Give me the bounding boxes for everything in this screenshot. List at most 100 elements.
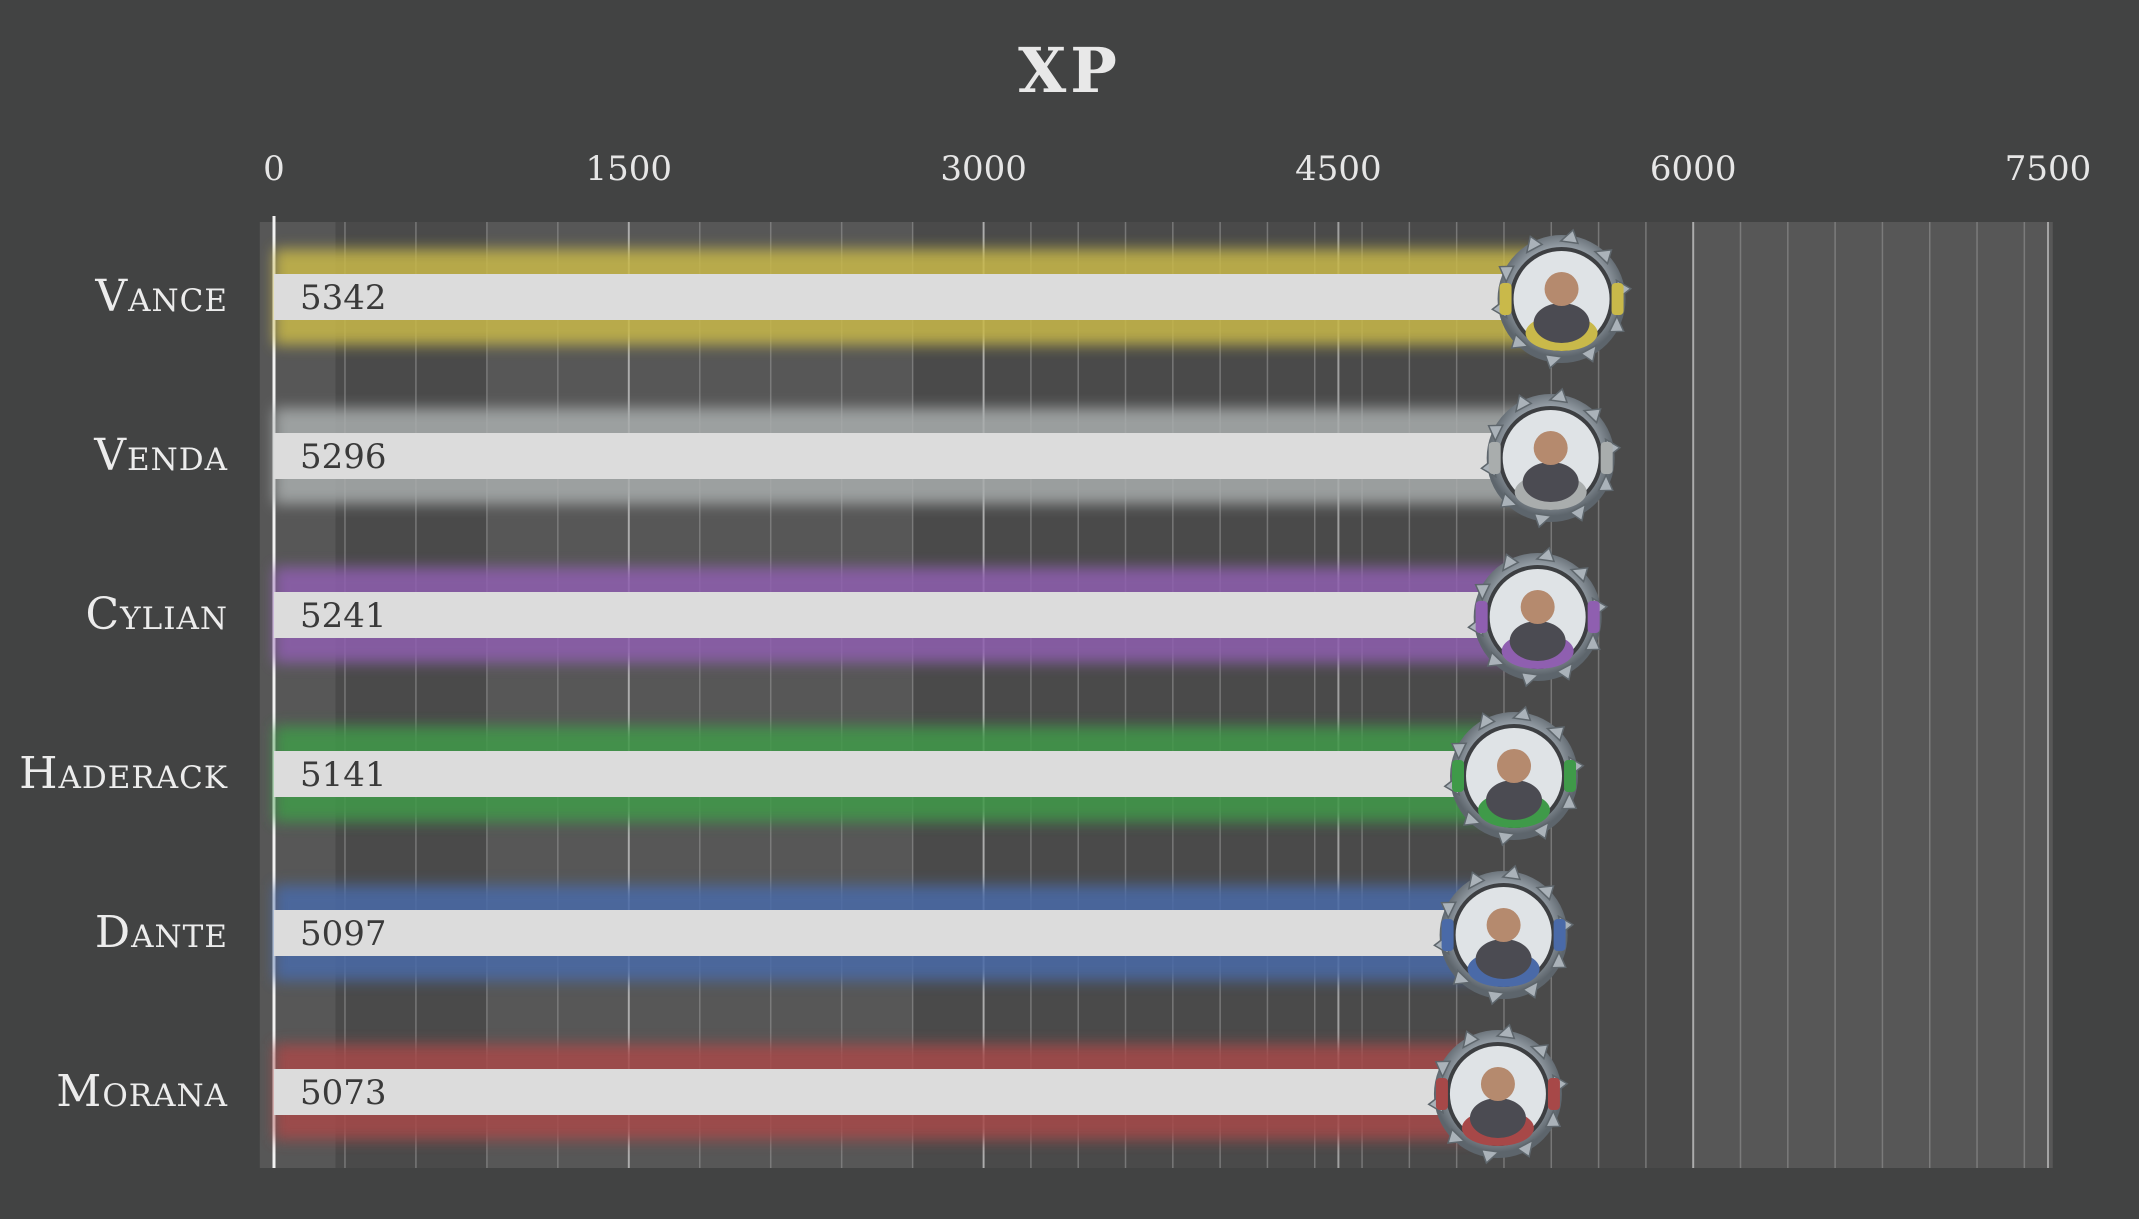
- portrait-frame-spike: [1555, 662, 1574, 681]
- xp-bar: [274, 274, 1538, 320]
- portrait-band-right: [1564, 760, 1577, 792]
- portrait-band-right: [1553, 919, 1566, 951]
- portrait-body: [1509, 621, 1566, 661]
- portrait-body: [1475, 939, 1532, 979]
- bar-value-label: 5241: [300, 596, 387, 636]
- portrait-frame-spike: [1521, 980, 1540, 999]
- x-tick-label: 6000: [1650, 149, 1737, 189]
- portrait-frame-spike: [1450, 742, 1468, 761]
- portrait-head: [1497, 749, 1532, 783]
- chart-title: XP: [1018, 34, 1121, 107]
- x-tick-label: 7500: [2005, 149, 2092, 189]
- category-label: Dante: [95, 907, 228, 958]
- portrait-frame-spike: [1584, 632, 1601, 651]
- category-label: Haderack: [19, 748, 228, 799]
- bar-value-label: 5342: [300, 278, 387, 318]
- portrait-frame-spike: [1474, 583, 1492, 602]
- xp-bar: [274, 592, 1514, 638]
- portrait-frame-spike: [1529, 1044, 1549, 1060]
- portrait-frame-spike: [1559, 228, 1580, 245]
- x-tick-label: 3000: [940, 149, 1027, 189]
- portrait-frame-spike: [1511, 705, 1532, 722]
- category-label: Morana: [56, 1066, 228, 1117]
- portrait-frame-spike: [1568, 503, 1587, 522]
- portrait-band-right: [1587, 601, 1600, 633]
- portrait-frame-spike: [1608, 314, 1625, 333]
- portrait-band-left: [1441, 919, 1454, 951]
- portrait-frame-spike: [1545, 726, 1565, 742]
- portrait-frame-spike: [1532, 821, 1550, 840]
- category-label: Cylian: [86, 589, 228, 640]
- portrait-frame-spike: [1582, 408, 1602, 424]
- level-band: [1693, 222, 2053, 1168]
- portrait-cylian-icon: [1467, 546, 1609, 688]
- portrait-band-right: [1547, 1078, 1560, 1110]
- portrait-frame-spike: [1452, 969, 1472, 985]
- portrait-frame-spike: [1544, 353, 1565, 370]
- portrait-frame-spike: [1467, 871, 1486, 890]
- portrait-frame-spike: [1525, 235, 1544, 254]
- portrait-venda-icon: [1480, 387, 1622, 529]
- portrait-body: [1533, 303, 1590, 343]
- portrait-frame-spike: [1569, 567, 1589, 583]
- bar-value-label: 5141: [300, 755, 387, 795]
- portrait-vance-icon: [1490, 228, 1633, 370]
- portrait-frame-spike: [1480, 1148, 1501, 1165]
- portrait-frame-spike: [1520, 671, 1541, 688]
- portrait-band-right: [1600, 442, 1613, 474]
- portrait-frame-spike: [1579, 344, 1598, 363]
- portrait-frame-spike: [1510, 333, 1530, 349]
- portrait-head: [1533, 431, 1568, 465]
- xp-bar: [274, 751, 1491, 797]
- portrait-body: [1486, 780, 1543, 820]
- portrait-frame-spike: [1463, 810, 1483, 826]
- portrait-frame-spike: [1548, 387, 1569, 404]
- xp-bar: [274, 433, 1527, 479]
- portrait-frame-spike: [1535, 885, 1555, 901]
- portrait-frame-spike: [1478, 712, 1496, 731]
- portrait-frame-spike: [1434, 1060, 1452, 1079]
- portrait-band-left: [1499, 283, 1512, 315]
- portrait-frame-spike: [1495, 1023, 1516, 1040]
- x-tick-label: 4500: [1295, 149, 1382, 189]
- category-label: Venda: [93, 430, 228, 481]
- portrait-head: [1520, 590, 1555, 624]
- portrait-haderack-icon: [1443, 705, 1585, 847]
- portrait-head: [1486, 908, 1521, 942]
- x-tick-label: 1500: [586, 149, 673, 189]
- bar-value-label: 5073: [300, 1073, 387, 1113]
- category-label: Vance: [94, 271, 228, 322]
- portrait-band-right: [1611, 283, 1624, 315]
- portrait-head: [1480, 1067, 1515, 1101]
- portrait-frame-spike: [1535, 546, 1556, 563]
- portrait-frame-spike: [1501, 864, 1522, 881]
- x-tick-label: 0: [263, 149, 285, 189]
- portrait-frame-spike: [1446, 1128, 1467, 1144]
- portrait-frame-spike: [1533, 512, 1554, 529]
- portrait-frame-spike: [1515, 1139, 1534, 1158]
- portrait-dante-icon: [1433, 864, 1575, 1006]
- portrait-morana-icon: [1427, 1023, 1569, 1165]
- portrait-band-left: [1488, 442, 1501, 474]
- bar-value-label: 5296: [300, 437, 387, 477]
- portrait-frame-spike: [1550, 950, 1567, 969]
- portrait-frame-spike: [1498, 265, 1515, 284]
- portrait-frame-spike: [1487, 424, 1505, 443]
- portrait-body: [1469, 1098, 1526, 1138]
- portrait-frame-spike: [1462, 1030, 1480, 1049]
- portrait-frame-spike: [1593, 249, 1613, 265]
- portrait-frame-spike: [1560, 791, 1578, 810]
- level-band: [259, 222, 336, 1168]
- portrait-band-left: [1475, 601, 1488, 633]
- bar-value-label: 5097: [300, 914, 387, 954]
- portrait-frame-spike: [1486, 989, 1507, 1006]
- portrait-head: [1544, 272, 1579, 306]
- portrait-band-left: [1452, 760, 1465, 792]
- portrait-frame-spike: [1501, 553, 1520, 572]
- portrait-frame-spike: [1486, 651, 1506, 667]
- portrait-frame-spike: [1514, 394, 1533, 413]
- portrait-frame-spike: [1544, 1109, 1562, 1128]
- portrait-frame-spike: [1496, 830, 1517, 847]
